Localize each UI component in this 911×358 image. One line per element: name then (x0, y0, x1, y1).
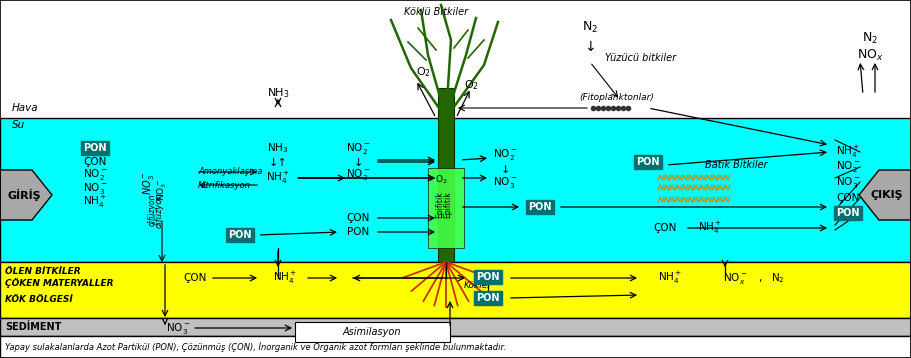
Text: PON: PON (229, 230, 251, 240)
Text: PON: PON (636, 157, 660, 167)
Text: NO$_2^-$: NO$_2^-$ (493, 147, 517, 163)
Text: (Fitoplanktonlar): (Fitoplanktonlar) (579, 92, 654, 102)
Text: NO$_2^-$: NO$_2^-$ (835, 160, 860, 174)
Text: NH$_3$: NH$_3$ (267, 86, 290, 100)
Text: Epifitik: Epifitik (435, 192, 445, 218)
Text: ↓: ↓ (500, 165, 509, 175)
Text: O$_2$: O$_2$ (435, 174, 447, 186)
Text: NH$_4^+$: NH$_4^+$ (658, 270, 682, 286)
Text: Su: Su (12, 120, 26, 130)
Text: ÇON: ÇON (183, 273, 207, 283)
Text: N$_2$: N$_2$ (771, 271, 785, 285)
Text: ↓↑: ↓↑ (269, 158, 287, 168)
Text: NH$_4^+$: NH$_4^+$ (273, 270, 297, 286)
Text: NO$_3^-$: NO$_3^-$ (835, 174, 860, 189)
Text: Köklü Bitkiler: Köklü Bitkiler (404, 7, 468, 17)
Text: ÇON: ÇON (346, 213, 370, 223)
Text: ÖLEN BİTKİLER: ÖLEN BİTKİLER (5, 267, 81, 276)
Bar (295, 322, 450, 342)
Text: NO$_2^-$: NO$_2^-$ (83, 168, 107, 183)
Text: Kökler: Kökler (464, 281, 492, 290)
Text: N$_2$: N$_2$ (582, 19, 598, 35)
Text: Asimilasyon: Asimilasyon (343, 327, 401, 337)
Text: Nitrifikasyon: Nitrifikasyon (198, 180, 251, 189)
Text: NO$_3^-$: NO$_3^-$ (166, 320, 190, 335)
Text: PON: PON (347, 227, 369, 237)
Text: NO$_2^-$: NO$_2^-$ (345, 140, 371, 155)
Text: Yüzücü bitkiler: Yüzücü bitkiler (605, 53, 676, 63)
Text: N$_2$: N$_2$ (862, 30, 878, 45)
Text: ÇON: ÇON (83, 157, 107, 167)
Text: Epifitik: Epifitik (444, 192, 453, 218)
Text: NH$_3$: NH$_3$ (267, 141, 289, 155)
Bar (0, 262, 911, 318)
Text: O$_2$: O$_2$ (465, 78, 479, 92)
Text: ,: , (758, 273, 762, 283)
Text: NO$_3^-$: NO$_3^-$ (83, 180, 107, 195)
Text: ÇON: ÇON (836, 193, 860, 203)
Text: NO$_3^-$: NO$_3^-$ (345, 168, 371, 183)
Text: NH$_4^+$: NH$_4^+$ (698, 220, 722, 236)
Text: PON: PON (83, 143, 107, 153)
Text: Hava: Hava (12, 103, 38, 113)
Text: PON: PON (528, 202, 552, 212)
Text: NO$_3^-$: NO$_3^-$ (140, 171, 156, 195)
Text: Batık Bitkiler: Batık Bitkiler (705, 160, 768, 170)
Bar (0, 336, 911, 358)
Text: GİRİŞ: GİRİŞ (7, 189, 41, 201)
Text: ÇON: ÇON (653, 223, 677, 233)
Bar (0, 118, 911, 262)
Text: ↓: ↓ (353, 158, 363, 168)
Bar (0, 318, 911, 336)
Text: ÇIKIŞ: ÇIKIŞ (871, 190, 904, 200)
Text: ↓: ↓ (584, 40, 596, 54)
Text: NO$_x^-$: NO$_x^-$ (722, 271, 747, 285)
Text: NO$_x$: NO$_x$ (856, 48, 884, 63)
Bar (428, 168, 464, 248)
Text: PON: PON (836, 208, 860, 218)
Text: Amonyaklaşma: Amonyaklaşma (198, 168, 262, 176)
Text: difüzyon: difüzyon (155, 192, 163, 228)
FancyArrow shape (859, 170, 911, 220)
Text: PON: PON (476, 293, 500, 303)
Text: O$_2$: O$_2$ (416, 65, 432, 79)
Text: NH$_4^+$: NH$_4^+$ (266, 170, 290, 186)
Text: NH$_4^+$: NH$_4^+$ (83, 194, 107, 210)
Text: Yapay sulakalanlarda Azot Partikül (PON), Çözünmüş (ÇON), İnorganik ve Organik a: Yapay sulakalanlarda Azot Partikül (PON)… (5, 342, 506, 352)
Text: PON: PON (476, 272, 500, 282)
Text: difüzyon: difüzyon (148, 194, 157, 226)
FancyArrow shape (0, 170, 52, 220)
Bar (438, 88, 454, 262)
Text: SEDİMENT: SEDİMENT (5, 322, 61, 332)
Text: NO$_3^-$: NO$_3^-$ (493, 174, 517, 189)
Text: KÖK BÖLGESİ: KÖK BÖLGESİ (5, 295, 73, 305)
Text: ÇÖKEN MATERYALLER: ÇÖKEN MATERYALLER (5, 278, 114, 288)
Text: NO$_3^-$: NO$_3^-$ (155, 179, 169, 201)
Text: NH$_4^+$: NH$_4^+$ (836, 144, 860, 160)
